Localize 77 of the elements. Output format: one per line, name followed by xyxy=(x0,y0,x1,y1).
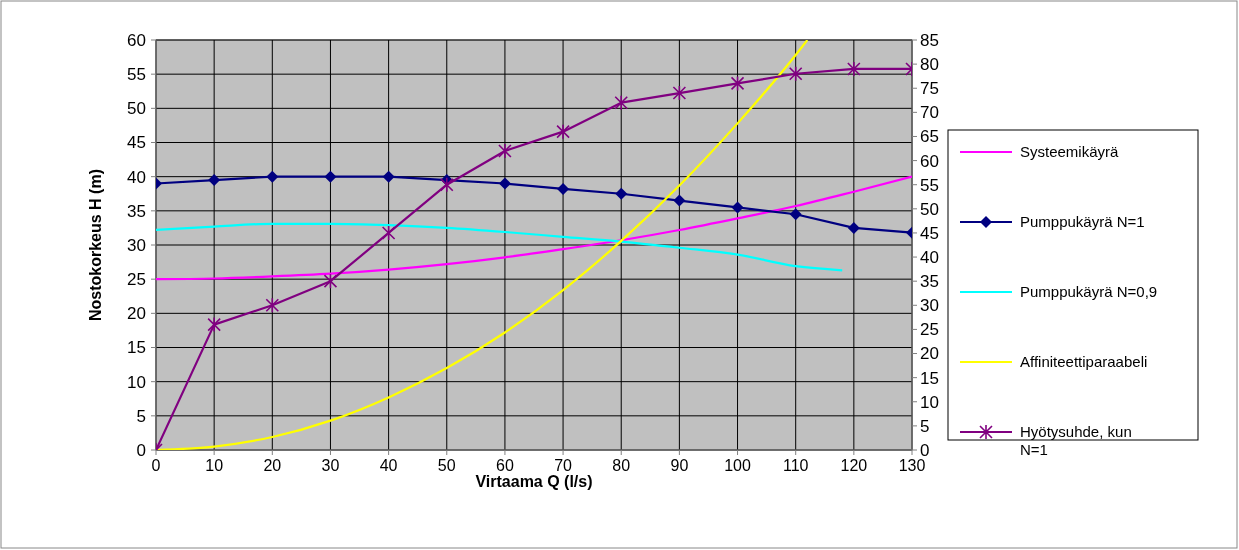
x-tick-label: 130 xyxy=(898,457,926,474)
x-tick-label: 100 xyxy=(724,457,751,474)
y-tick-label: 55 xyxy=(127,65,146,85)
y-tick-label: 40 xyxy=(127,167,146,187)
legend-label: Systeemikäyrä xyxy=(1020,143,1120,161)
y-tick-label: 0 xyxy=(136,440,146,460)
y2-tick-label: 0 xyxy=(920,440,930,460)
point xyxy=(672,85,687,101)
point xyxy=(788,65,803,82)
point xyxy=(789,208,802,221)
point xyxy=(208,174,221,187)
y-tick-label: 5 xyxy=(136,406,146,426)
point xyxy=(323,273,338,289)
point xyxy=(847,221,860,234)
x-tick-label: 20 xyxy=(263,457,282,474)
point xyxy=(673,194,686,207)
line-series xyxy=(156,175,912,281)
y-tick-label: 45 xyxy=(127,133,146,153)
x-tick-label: 50 xyxy=(437,457,456,474)
y-tick-label: 50 xyxy=(127,99,146,119)
point xyxy=(847,61,861,77)
point xyxy=(265,297,280,314)
x-tick-label: 10 xyxy=(205,457,224,474)
legend-label: Hyötysuhde, kun N=1 xyxy=(1020,423,1132,459)
x-tick-label: 0 xyxy=(151,457,161,474)
y-tick-label: 15 xyxy=(127,338,146,358)
point xyxy=(266,170,279,183)
y-tick-label: 25 xyxy=(127,270,146,290)
y2-tick-label: 15 xyxy=(920,368,939,388)
x-tick-label: 90 xyxy=(670,457,689,474)
point xyxy=(614,94,629,111)
point xyxy=(207,316,221,333)
y2-tick-label: 55 xyxy=(920,175,939,195)
y2-tick-label: 60 xyxy=(920,151,939,171)
x-tick-label: 70 xyxy=(554,457,573,474)
y2-tick-label: 45 xyxy=(920,223,939,243)
point xyxy=(439,176,454,193)
y-tick-label: 35 xyxy=(127,201,146,221)
line-series xyxy=(156,222,844,272)
point xyxy=(615,187,628,200)
point xyxy=(731,201,744,214)
point xyxy=(557,182,570,195)
x-tick-label: 110 xyxy=(782,457,809,474)
point xyxy=(730,75,745,92)
legend-label: Pumppukäyrä N=0,9 xyxy=(1020,283,1158,301)
point xyxy=(498,143,512,159)
x-tick-label: 30 xyxy=(321,457,340,474)
point xyxy=(556,123,570,140)
point xyxy=(324,170,337,183)
y2-tick-label: 40 xyxy=(920,248,939,268)
y2-tick-label: 70 xyxy=(920,103,939,123)
y2-tick-label: 25 xyxy=(920,320,939,340)
y2-tick-label: 35 xyxy=(920,272,939,292)
y-tick-label: 20 xyxy=(127,304,146,324)
legend-label: Pumppukäyrä N=1 xyxy=(1020,213,1145,231)
y2-tick-label: 85 xyxy=(920,30,939,50)
point xyxy=(381,225,396,241)
point xyxy=(498,177,511,190)
y-tick-label: 30 xyxy=(127,235,146,255)
y-tick-label: 60 xyxy=(127,30,146,50)
y2-tick-label: 65 xyxy=(920,127,939,147)
legend-label: Affiniteettiparaabeli xyxy=(1020,353,1148,371)
y2-tick-label: 5 xyxy=(920,416,930,436)
x-tick-label: 40 xyxy=(379,457,398,474)
y2-tick-label: 30 xyxy=(920,296,939,316)
x-tick-label: 80 xyxy=(612,457,631,474)
y2-tick-label: 20 xyxy=(920,344,939,364)
x-tick-label: 120 xyxy=(840,457,868,474)
y2-tick-label: 80 xyxy=(920,55,939,75)
y-axis-title: Nostokorkeus H (m) xyxy=(87,168,104,322)
y2-tick-label: 75 xyxy=(920,79,939,99)
x-axis-title: Virtaama Q (l/s) xyxy=(475,473,593,490)
point xyxy=(382,170,395,183)
x-tick-label: 60 xyxy=(496,457,514,474)
y-tick-label: 10 xyxy=(127,372,146,392)
y2-tick-label: 50 xyxy=(920,199,939,219)
y2-tick-label: 10 xyxy=(920,392,939,412)
